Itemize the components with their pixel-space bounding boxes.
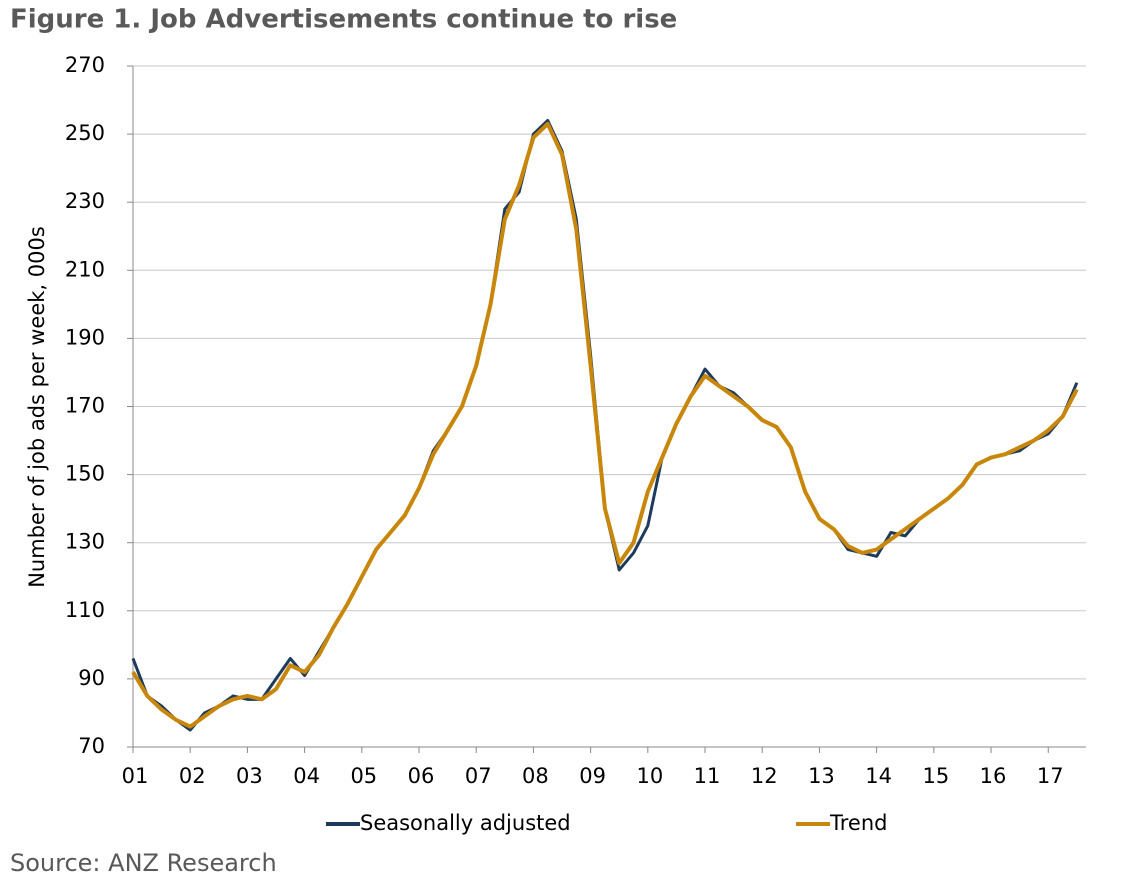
y-tick-label: 250 — [65, 121, 105, 145]
y-axis-label: Number of job ads per week, 000s — [25, 226, 49, 588]
x-tick-label: 16 — [980, 764, 1007, 788]
x-tick-label: 06 — [408, 764, 435, 788]
source: Source: ANZ Research — [10, 849, 277, 877]
y-tick-label: 230 — [65, 189, 105, 213]
x-tick-label: 05 — [350, 764, 377, 788]
x-tick-label: 04 — [293, 764, 320, 788]
y-tick-label: 90 — [78, 666, 105, 690]
y-tick-label: 70 — [78, 734, 105, 758]
y-tick-label: 170 — [65, 394, 105, 418]
x-tick-label: 02 — [179, 764, 206, 788]
x-tick-label: 13 — [808, 764, 835, 788]
y-tick-label: 270 — [65, 53, 105, 77]
y-tick-label: 130 — [65, 530, 105, 554]
x-tick-label: 11 — [694, 764, 721, 788]
x-tick-label: 01 — [122, 764, 149, 788]
legend-label: Seasonally adjusted — [360, 811, 571, 835]
x-tick-label: 10 — [636, 764, 663, 788]
chart-title: Figure 1. Job Advertisements continue to… — [10, 5, 677, 35]
series-line — [131, 118, 1079, 732]
x-tick-label: 08 — [522, 764, 549, 788]
x-tick-label: 17 — [1037, 764, 1064, 788]
y-tick-label: 190 — [65, 325, 105, 349]
x-tick-label: 03 — [236, 764, 263, 788]
y-tick-label: 110 — [65, 598, 105, 622]
series-line — [131, 121, 1079, 729]
legend-label: Trend — [829, 811, 887, 835]
x-tick-label: 07 — [465, 764, 492, 788]
x-tick-label: 09 — [579, 764, 606, 788]
x-tick-label: 15 — [922, 764, 949, 788]
x-tick-label: 12 — [751, 764, 778, 788]
y-tick-label: 150 — [65, 462, 105, 486]
y-tick-label: 210 — [65, 257, 105, 281]
x-tick-label: 14 — [865, 764, 892, 788]
